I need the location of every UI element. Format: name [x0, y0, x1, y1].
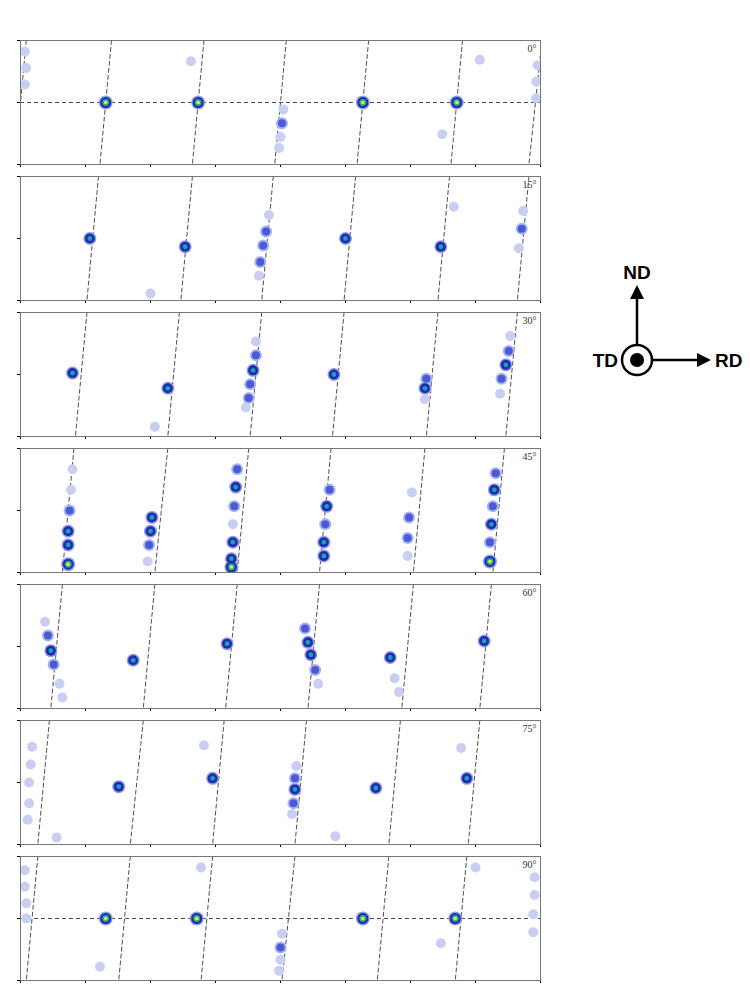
- svg-text:ND: ND: [623, 262, 650, 283]
- svg-text:60°: 60°: [523, 587, 537, 598]
- svg-text:45°: 45°: [523, 451, 537, 462]
- svg-text:RD: RD: [715, 350, 742, 371]
- svg-text:0°: 0°: [528, 43, 537, 54]
- svg-text:15°: 15°: [523, 179, 537, 190]
- svg-text:90°: 90°: [523, 859, 537, 870]
- svg-text:75°: 75°: [523, 723, 537, 734]
- svg-text:TD: TD: [593, 350, 618, 371]
- svg-text:30°: 30°: [523, 315, 537, 326]
